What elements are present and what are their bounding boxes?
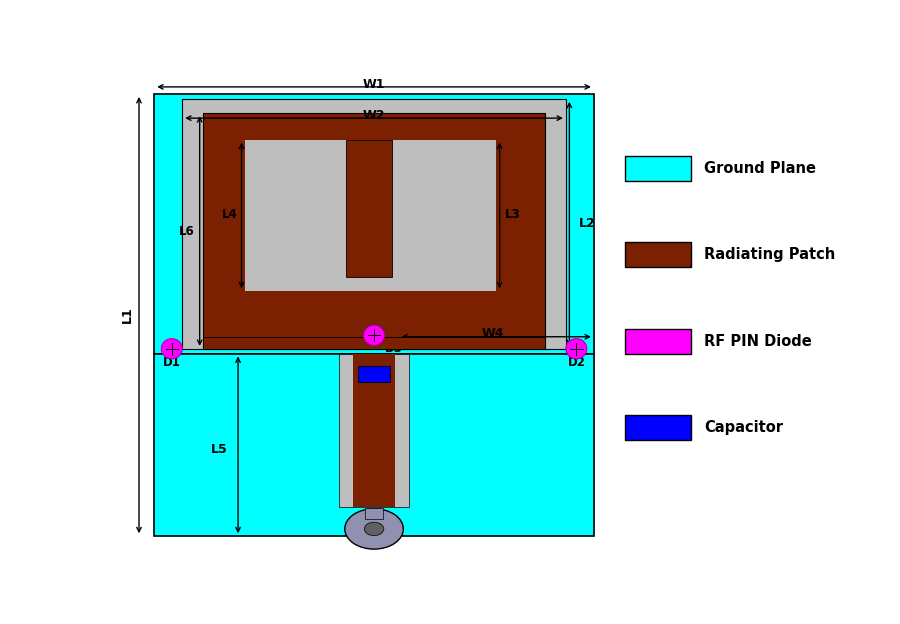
- Bar: [358, 366, 390, 383]
- Bar: [182, 99, 566, 349]
- Bar: [346, 140, 392, 276]
- Text: L1: L1: [122, 307, 134, 323]
- Bar: [245, 140, 496, 291]
- Bar: [203, 114, 545, 349]
- Text: L4: L4: [222, 208, 238, 221]
- Text: C: C: [396, 368, 404, 381]
- Text: Capacitor: Capacitor: [704, 420, 783, 435]
- Bar: [626, 329, 691, 354]
- Bar: [339, 354, 409, 507]
- Text: Radiating Patch: Radiating Patch: [704, 247, 835, 262]
- Text: Ground Plane: Ground Plane: [704, 160, 816, 175]
- Bar: [626, 242, 691, 267]
- Ellipse shape: [364, 325, 384, 346]
- Text: W3: W3: [356, 210, 378, 223]
- Text: W5: W5: [364, 380, 384, 392]
- Bar: [155, 354, 594, 536]
- Bar: [155, 94, 594, 354]
- Bar: [353, 354, 395, 507]
- Ellipse shape: [566, 339, 587, 359]
- Text: D1: D1: [163, 356, 181, 369]
- Text: RF PIN Diode: RF PIN Diode: [704, 334, 812, 349]
- Text: L6: L6: [179, 225, 194, 238]
- Text: D2: D2: [567, 356, 585, 369]
- Text: D3: D3: [384, 342, 402, 355]
- Text: W1: W1: [363, 78, 385, 91]
- Ellipse shape: [161, 339, 182, 359]
- Bar: [203, 337, 545, 349]
- Bar: [626, 415, 691, 440]
- Text: W2: W2: [363, 109, 385, 122]
- Circle shape: [345, 509, 403, 549]
- Text: L3: L3: [505, 208, 520, 221]
- Text: L5: L5: [211, 443, 228, 456]
- Bar: [365, 509, 383, 519]
- Text: W6: W6: [358, 220, 380, 233]
- Bar: [626, 155, 691, 180]
- Text: W4: W4: [482, 328, 504, 340]
- Circle shape: [364, 522, 383, 535]
- Text: L2: L2: [579, 217, 595, 230]
